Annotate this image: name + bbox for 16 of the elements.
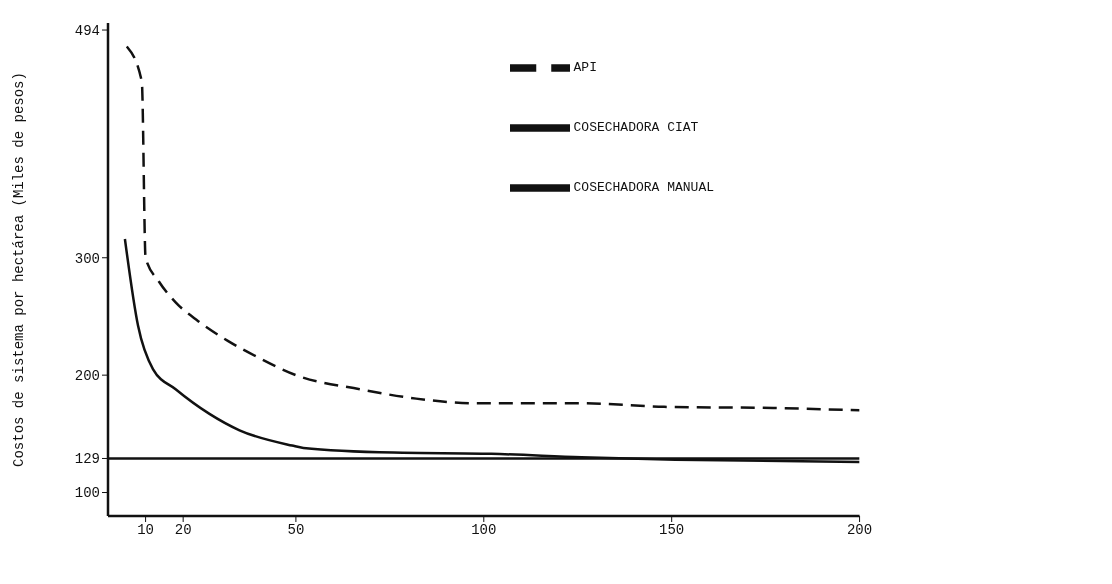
y-tick-label: 129 <box>74 451 100 468</box>
x-tick-label: 10 <box>137 521 154 538</box>
legend-label: COSECHADORA CIAT <box>573 120 699 136</box>
x-tick-label: 150 <box>659 521 685 538</box>
y-tick-label: 100 <box>74 485 100 502</box>
x-tick-label: 100 <box>471 521 497 538</box>
x-tick-label: 200 <box>846 521 873 538</box>
y-tick-label: 200 <box>74 368 100 385</box>
y-axis-title: Costos de sistema por hectárea (Miles de pesos) <box>10 72 27 467</box>
legend-label: API <box>573 60 597 76</box>
x-tick-label: 50 <box>287 521 305 538</box>
x-tick-label: 20 <box>174 521 192 538</box>
y-tick-label: 300 <box>74 250 100 267</box>
line-series <box>125 45 860 412</box>
legend-label: COSECHADORA MANUAL <box>573 180 714 196</box>
y-tick-label: 494 <box>74 23 100 40</box>
